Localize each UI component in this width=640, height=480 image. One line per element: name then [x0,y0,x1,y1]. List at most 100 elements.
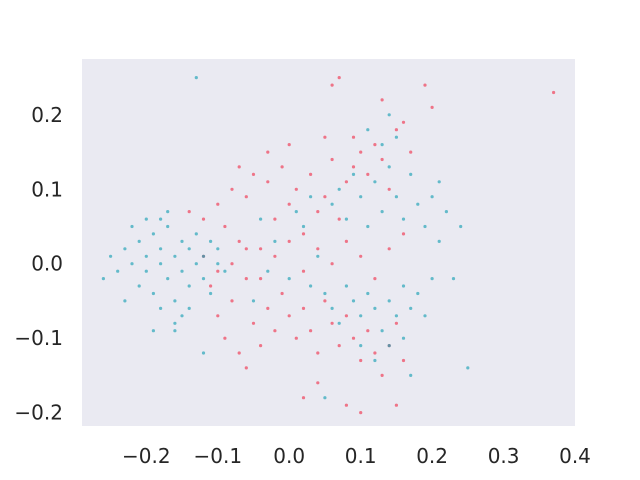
scatter-point [223,224,227,229]
scatter-point [159,247,163,251]
scatter-point [173,299,177,303]
scatter-point [373,358,377,363]
scatter-point [366,224,370,229]
scatter-point [351,336,356,340]
scatter-point [409,306,413,310]
scatter-point [359,314,363,318]
scatter-point [251,321,256,325]
scatter-point [337,217,341,221]
scatter-point [330,157,334,162]
scatter-point [323,135,327,139]
scatter-point [430,277,434,281]
scatter-point [430,195,434,199]
scatter-point [380,329,384,333]
scatter-point [451,277,456,281]
scatter-point [401,120,406,124]
scatter-point [109,254,113,258]
scatter-point [401,336,406,340]
scatter-point [323,396,327,400]
x-tick-label: 0.4 [559,444,591,468]
scatter-point [394,195,398,199]
scatter-point [194,232,198,236]
scatter-point [394,321,398,325]
scatter-point [309,329,313,333]
scatter-point [552,90,556,95]
scatter-point [351,165,356,169]
x-tick-label: 0.3 [488,444,520,468]
scatter-point [287,314,291,318]
scatter-point [301,306,306,310]
scatter-point [237,165,241,169]
scatter-point [380,98,384,102]
scatter-point [437,180,441,184]
scatter-point [387,187,391,191]
scatter-point [201,217,206,221]
scatter-point [459,224,463,229]
scatter-point [230,187,234,191]
scatter-point [166,277,170,281]
scatter-point [351,135,356,139]
scatter-point [344,284,348,288]
scatter-point [194,262,198,266]
scatter-point [137,239,141,243]
scatter-point [466,366,470,370]
scatter-point [259,344,263,348]
scatter-point [187,247,191,251]
scatter-point [309,195,313,199]
scatter-point [216,314,220,318]
scatter-point [301,232,306,236]
scatter-point [116,269,120,273]
plot-area [82,59,575,426]
scatter-point [366,329,370,333]
scatter-point [187,210,191,214]
scatter-point [159,217,163,221]
scatter-point [180,269,184,273]
scatter-point [337,344,341,348]
scatter-point [337,321,341,325]
scatter-point [180,314,184,318]
scatter-point [173,329,177,333]
scatter-point [144,254,148,258]
scatter-point [216,202,220,206]
scatter-point [344,403,348,407]
scatter-point [394,403,398,407]
scatter-point [301,269,306,273]
scatter-point [344,239,348,243]
scatter-point [373,351,377,355]
scatter-point [173,321,177,325]
x-axis-tick-labels: −0.2 −0.1 0.0 0.1 0.2 0.3 0.4 [122,444,591,468]
scatter-point [244,247,248,251]
scatter-point [201,277,206,281]
scatter-point [294,336,298,340]
scatter-point [159,306,163,310]
scatter-point [237,351,241,355]
x-tick-label: 0.1 [345,444,377,468]
scatter-point [194,76,198,80]
scatter-point [201,254,206,258]
scatter-point [137,284,141,288]
scatter-point [351,299,356,303]
scatter-point [251,299,256,303]
scatter-point [387,344,391,348]
scatter-point [430,105,434,109]
scatter-point [387,165,391,169]
scatter-point [401,232,406,236]
scatter-point [337,76,341,80]
y-tick-label: 0.0 [31,252,63,276]
scatter-point [259,277,263,281]
y-tick-label: 0.1 [31,177,63,201]
scatter-point [344,217,348,221]
scatter-point [287,239,291,243]
scatter-point [230,262,234,266]
scatter-point [216,269,220,273]
scatter-point [294,187,298,191]
y-tick-label: 0.2 [31,103,63,127]
scatter-point [209,291,213,296]
scatter-point [209,284,213,288]
scatter-point [173,254,177,258]
y-tick-label: −0.2 [14,401,63,425]
scatter-point [144,217,148,221]
scatter-point [309,284,313,288]
scatter-point [380,157,384,162]
scatter-point [166,210,170,214]
